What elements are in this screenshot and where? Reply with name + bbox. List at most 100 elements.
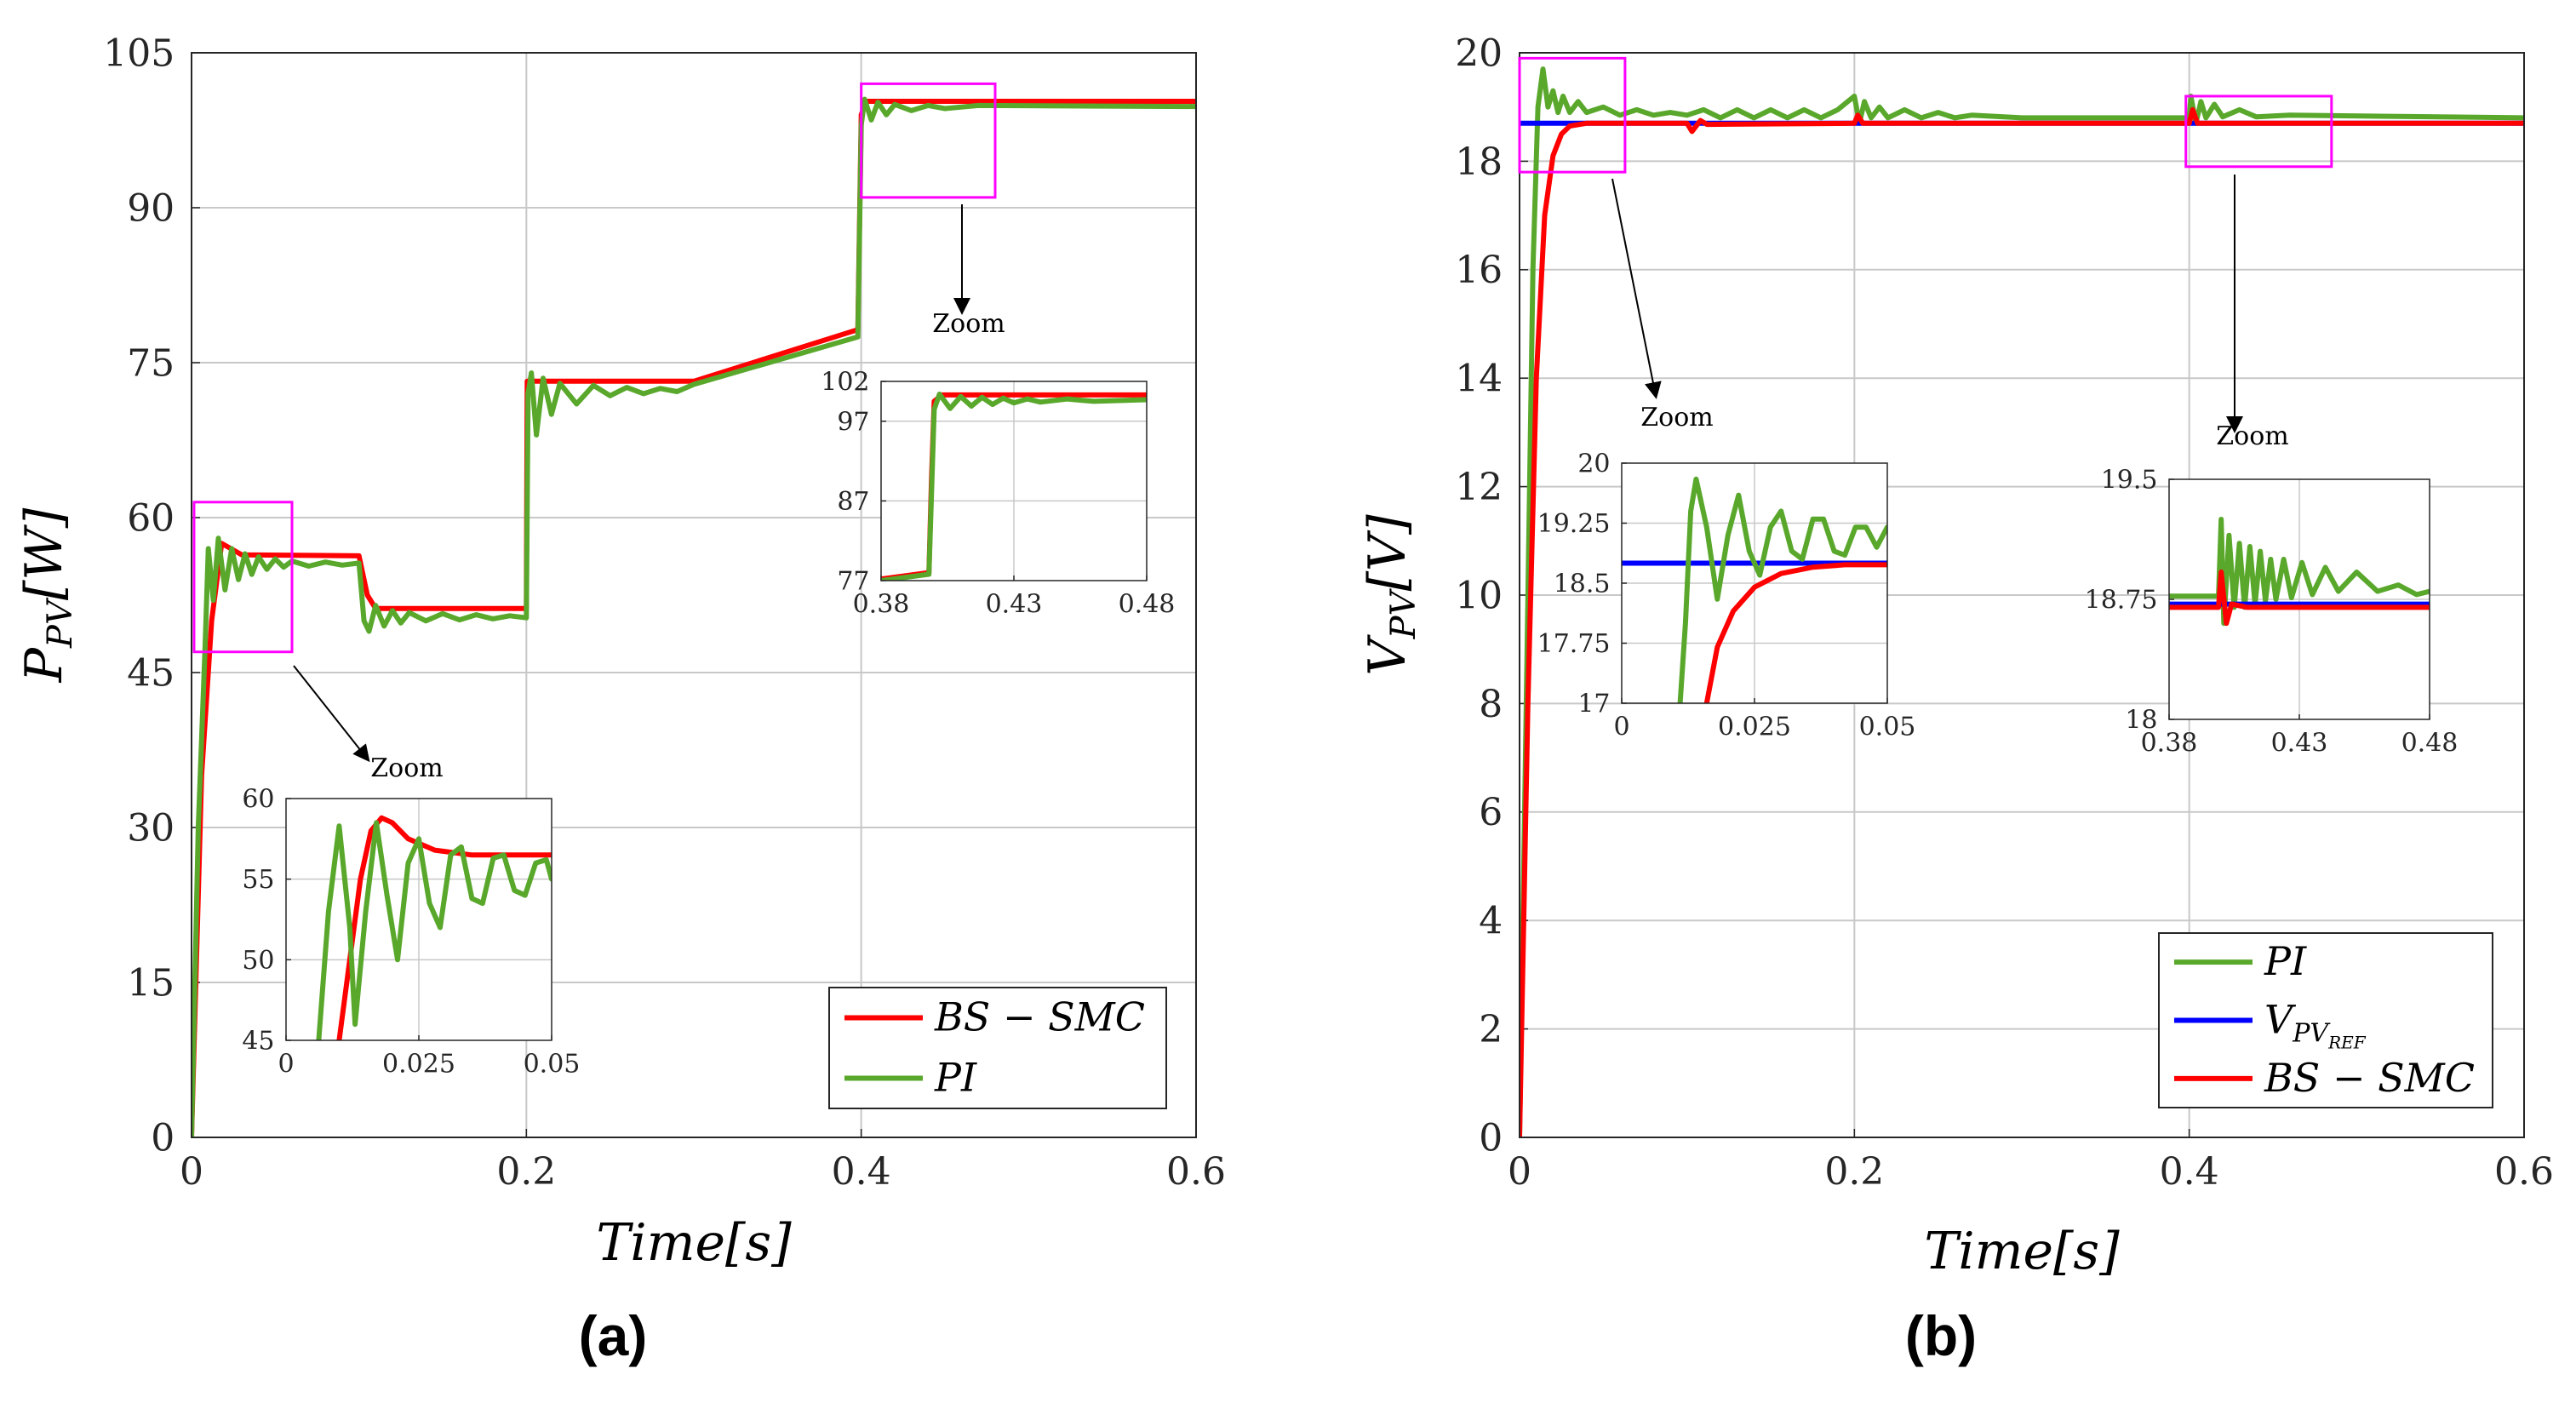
inset-a-0-ytick-label: 55 [242, 865, 274, 895]
inset-a-0-series-bssmc [336, 815, 552, 1040]
zoom-region-box [1518, 56, 1627, 174]
inset-a-0-xtick-label: 0 [278, 1050, 294, 1079]
legend-label-main: V [2264, 997, 2297, 1043]
x-axis-label: Time[s] [596, 1213, 792, 1273]
zoom-label: Zoom [932, 309, 1005, 339]
y-axis-label-main: P [14, 646, 74, 683]
y-axis-label: VPV[V] [1358, 514, 1423, 676]
panel-a-xtick-label: 0 [180, 1150, 203, 1194]
inset-a-1-grid [881, 381, 1147, 581]
panel-b-ytick-label: 4 [1479, 900, 1503, 943]
zoom-label: Zoom [370, 753, 443, 783]
inset-a-0-ytick-label: 60 [242, 785, 274, 815]
inset-b-0-ytick-label: 19.25 [1537, 509, 1611, 539]
inset-frame [880, 381, 1148, 581]
panel-b-frame [1519, 52, 2525, 1138]
inset-a-0-xtick-label: 0.05 [524, 1050, 581, 1079]
inset-b-0: 0 0.025 0.05 17 17.75 18.5 19.25 20 [1537, 450, 1916, 742]
inset-b-1-xtick-label: 0.43 [2271, 729, 2328, 759]
legend-box [828, 987, 1167, 1109]
inset-b-0-ytick-label: 18.5 [1554, 570, 1611, 599]
panel-b-xtick-label: 0 [1508, 1150, 1531, 1194]
inset-a-1-xtick-label: 0.48 [1119, 590, 1176, 620]
inset-a-0-ytick-label: 50 [242, 946, 274, 976]
panel-a-xtick-label: 0.4 [832, 1150, 891, 1194]
panel-b-xtick-label: 0.2 [1824, 1150, 1884, 1194]
inset-a-1-xtick-label: 0.38 [853, 590, 910, 620]
legend-label: BS − SMC [2264, 1055, 2475, 1101]
panel-a-ytick-label: 15 [127, 961, 175, 1005]
inset-b-1-xtick-label: 0.38 [2141, 729, 2198, 759]
y-axis-label-sub: PV [41, 597, 80, 649]
panel-b-xtick-label: 0.4 [2160, 1150, 2219, 1194]
panel-a-xtick-label: 0.6 [1166, 1150, 1226, 1194]
panel-b-ytick-label: 6 [1479, 791, 1503, 834]
zoom-label: Zoom [2216, 421, 2288, 451]
inset-b-1-series-pi [2169, 517, 2430, 627]
panel-a-ytick-label: 90 [127, 186, 175, 230]
panel-b-xtick-label: 0.6 [2494, 1150, 2554, 1194]
inset-frame [2168, 478, 2430, 720]
inset-b-0-series-pi [1677, 476, 1887, 703]
y-axis-label-main: V [1358, 634, 1417, 676]
zoom-arrow [1611, 178, 1662, 399]
y-axis-label-sub: PV [1384, 587, 1423, 639]
inset-a-0: 0 0.025 0.05 45 50 55 60 [242, 785, 581, 1079]
legend-a: BS − SMC PI [828, 987, 1167, 1109]
panel-b-ytick-label: 10 [1455, 574, 1503, 617]
inset-b-0-xtick-label: 0.025 [1718, 713, 1791, 742]
panel-b: 0 0.2 0.4 0.6 0 2 4 6 8 10 12 14 16 18 20 Zoom Zoom 0 0.02… [1358, 31, 2554, 1367]
y-axis-label-unit: [W] [14, 507, 74, 600]
inset-b-1-grid [2169, 479, 2430, 719]
y-axis-label: PPV[W] [14, 507, 80, 683]
inset-b-1-ytick-label: 18.75 [2085, 586, 2158, 616]
panel-b-ytick-label: 0 [1479, 1116, 1503, 1160]
inset-a-1-series-pi [881, 392, 1147, 581]
panel-b-ytick-label: 16 [1455, 249, 1503, 292]
panel-a: 0 0.2 0.4 0.6 0 15 30 45 60 75 90 105 Zoom Zoom 0 0.025… [14, 31, 1226, 1367]
panel-b-ytick-label: 2 [1479, 1008, 1503, 1051]
inset-a-1-ytick-label: 97 [837, 407, 869, 437]
inset-a-0-ytick-label: 45 [242, 1027, 274, 1057]
legend-label: PI [2264, 938, 2307, 984]
zoom-region-box [860, 82, 997, 199]
panel-b-ytick-label: 18 [1455, 140, 1503, 184]
legend-label: VPVREF [2264, 997, 2367, 1053]
inset-a-0-xtick-label: 0.025 [382, 1050, 455, 1079]
inset-a-1-ytick-label: 77 [837, 567, 869, 597]
panel-label: (b) [1905, 1304, 1977, 1367]
panel-a-frame [191, 52, 1197, 1138]
legend-label: PI [934, 1055, 977, 1101]
panel-a-ytick-label: 30 [127, 806, 175, 850]
panel-a-ytick-label: 105 [103, 31, 175, 75]
legend-label-subsub: REF [2327, 1033, 2367, 1053]
zoom-region-box [2184, 94, 2333, 169]
panel-a-xtick-label: 0.2 [496, 1150, 556, 1194]
inset-b-1: 0.38 0.43 0.48 18 18.75 19.5 [2085, 466, 2459, 759]
panel-b-ytick-label: 8 [1479, 683, 1503, 726]
panel-a-ytick-label: 60 [127, 496, 175, 540]
zoom-label: Zoom [1640, 403, 1713, 432]
inset-frame [1621, 462, 1888, 704]
inset-frame [285, 798, 552, 1041]
panel-a-ytick-label: 45 [127, 651, 175, 695]
inset-a-1-xtick-label: 0.43 [986, 590, 1043, 620]
zoom-arrow [293, 665, 370, 763]
inset-a-0-series-pi [316, 820, 552, 1040]
inset-b-0-xtick-label: 0.05 [1859, 713, 1916, 742]
panel-b-ytick-label: 12 [1455, 466, 1503, 509]
inset-b-0-ytick-label: 17 [1577, 690, 1610, 719]
inset-b-0-xtick-label: 0 [1613, 713, 1629, 742]
inset-b-1-series-bssmc [2169, 570, 2430, 627]
zoom-region-box [192, 501, 294, 654]
inset-a-1-ytick-label: 102 [821, 368, 869, 398]
legend-label: BS − SMC [934, 994, 1145, 1040]
panel-label: (a) [579, 1304, 648, 1367]
inset-b-1-ytick-label: 18 [2125, 706, 2157, 736]
inset-b-0-ytick-label: 20 [1577, 450, 1610, 479]
inset-b-0-ytick-label: 17.75 [1537, 629, 1611, 659]
inset-b-0-grid [1622, 463, 1887, 703]
inset-a-1: 0.38 0.43 0.48 77 87 97 102 [821, 368, 1175, 620]
